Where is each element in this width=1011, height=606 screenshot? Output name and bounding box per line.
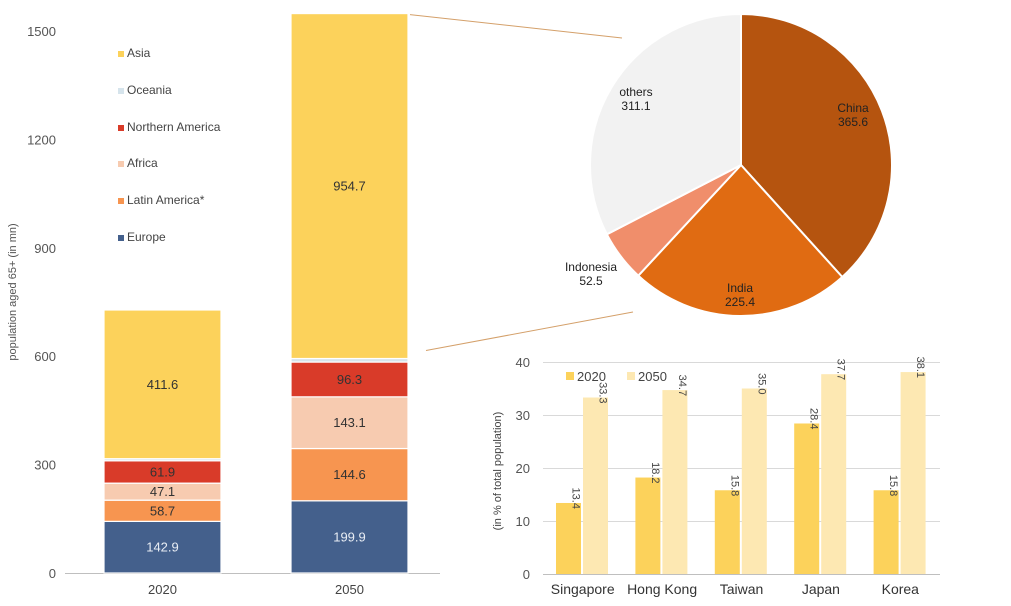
pie-label-value-china: 365.6 [838,115,868,129]
y-tick-label: 30 [516,408,530,423]
y-tick-label: 1200 [27,132,56,147]
pie-label-value-others: 311.1 [621,99,650,113]
data-label-africa-2020: 47.1 [150,484,175,499]
data-label-2020-taiwan: 15.8 [728,475,740,496]
legend-label-africa: Africa [127,156,158,170]
x-tick-label: Taiwan [720,581,764,597]
pie-label-name-india: India [727,281,753,295]
bar-segment-asia-2020 [103,309,222,460]
pie-label-value-indonesia: 52.5 [579,274,603,288]
bar-2020-singapore [556,502,581,574]
connector-line-bottom [425,311,634,351]
legend-marker-oceania [118,88,124,94]
y-tick-label: 40 [516,355,530,370]
data-label-2050-korea: 38.1 [914,357,926,378]
data-label-asia-2050: 954.7 [333,179,366,194]
data-label-northern-america-2050: 96.3 [337,372,362,387]
y-tick-label: 10 [516,514,530,529]
data-label-2050-singapore: 33.3 [597,382,609,403]
x-tick-label: Hong Kong [627,581,697,597]
y-tick-label: 300 [34,458,56,473]
legend-label-europe: Europe [127,230,166,244]
bar-segment-latin-america-2050 [290,447,409,502]
stacked-bar-chart: 0 300 600 900 1200 1500 population aged 65+ (i… [7,12,440,597]
bar-segment-africa-2050 [290,396,409,450]
data-label-2020-singapore: 13.4 [570,488,582,509]
data-label-northern-america-2020: 61.9 [150,464,175,479]
legend-marker-2020 [566,372,574,380]
data-label-africa-2050: 143.1 [333,415,366,430]
bar-2020-japan [794,423,820,574]
data-label-2020-japan: 28.4 [808,408,820,429]
legend-label-2050: 2050 [638,369,667,384]
pie-slice-china [740,12,893,279]
data-label-2050-taiwan: 35.0 [755,373,767,394]
bar-2050-korea [900,372,926,574]
legend-label-oceania: Oceania [127,83,172,97]
bar-2020-korea [873,490,899,574]
legend-marker-latin-america [118,198,124,204]
bar-2050-singapore [583,397,608,574]
legend-marker-asia [118,51,124,57]
pie-label-name-indonesia: Indonesia [565,260,617,274]
legend-marker-africa [118,161,124,167]
bar-2020-taiwan [714,490,740,574]
x-tick-label: 2050 [335,582,364,597]
bar-2050-japan [821,374,847,574]
x-tick-label: Singapore [551,581,615,597]
data-label-asia-2020: 411.6 [147,377,179,392]
data-label-europe-2020: 142.9 [146,540,179,555]
bar-2050-hong-kong [662,390,688,574]
pie-label-name-china: China [837,101,869,115]
legend-marker-europe [118,235,124,241]
legend-marker-northern-america [118,125,124,131]
data-label-2020-korea: 15.8 [887,475,899,496]
legend-label-northern-america: Northern America [127,120,221,134]
pie-label-value-india: 225.4 [725,295,755,309]
legend-label-2020: 2020 [577,369,606,384]
x-tick-label: 2020 [148,582,177,597]
y-axis-title: (in % of total population) [492,412,504,531]
x-tick-label: Japan [802,581,840,597]
bar-segment-europe-2020 [103,520,222,574]
data-label-2050-japan: 37.7 [835,359,847,380]
y-tick-label: 1500 [27,24,56,39]
data-label-latin-america-2050: 144.6 [333,467,366,482]
y-tick-label: 600 [34,349,56,364]
legend-label-latin-america: Latin America* [127,193,205,207]
data-label-latin-america-2020: 58.7 [150,503,175,518]
bar-segment-northern-america-2050 [290,361,409,398]
data-label-europe-2050: 199.9 [333,529,366,544]
y-axis-title: population aged 65+ (in mn) [7,223,19,360]
legend-label-asia: Asia [127,46,151,60]
y-tick-label: 0 [49,566,56,581]
y-tick-label: 0 [523,567,530,582]
legend-marker-2050 [627,372,635,380]
y-tick-label: 900 [34,241,56,256]
connector-line-top [409,14,623,39]
pie-slice-others [589,12,742,236]
data-label-2020-hong-kong: 18.2 [649,462,661,483]
bar-segment-asia-2050 [290,12,409,360]
connector-lines [409,14,634,351]
bar-2050-taiwan [741,388,767,574]
pie-label-name-others: others [619,85,652,99]
x-tick-label: Korea [882,581,920,597]
grouped-bar-chart: 0 10 20 30 40 (in % of total population) 13.4 3… [492,355,940,597]
pie-slice-india [636,163,844,317]
bar-segment-europe-2050 [290,500,409,574]
y-tick-label: 20 [516,461,530,476]
bar-2020-hong-kong [635,477,661,574]
data-label-2050-hong-kong: 34.7 [676,375,688,396]
